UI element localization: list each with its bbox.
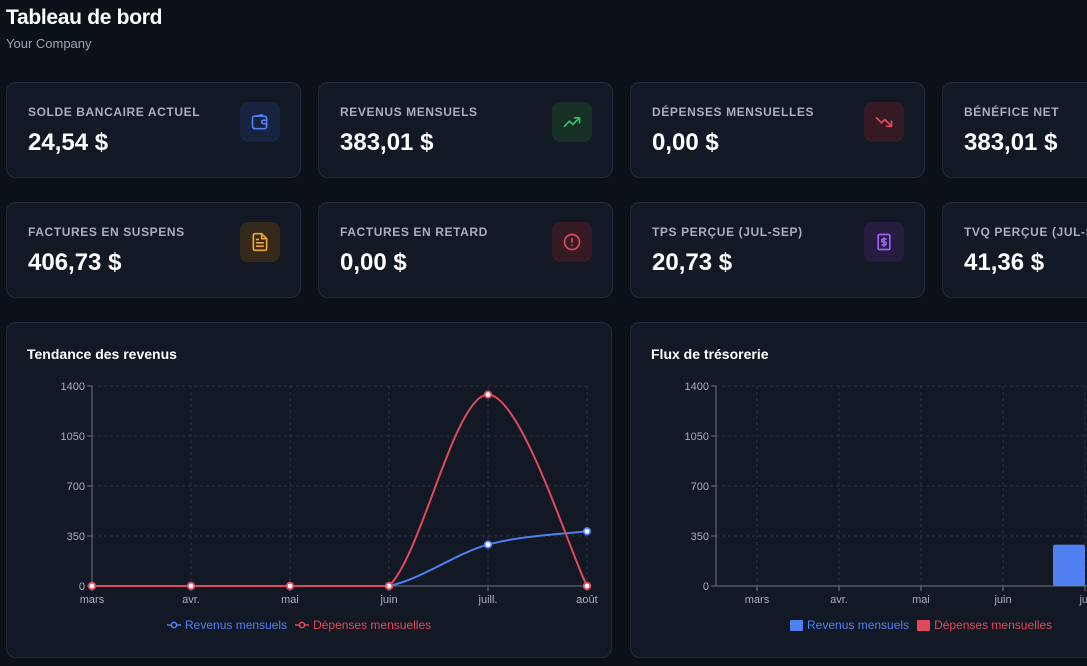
x-tick-label: jui [1078, 594, 1087, 606]
legend-item-revenue[interactable]: Revenus mensuels [167, 618, 287, 632]
x-tick-label: août [576, 594, 597, 606]
card-value: 406,73 $ [28, 249, 122, 276]
legend-line-revenue-icon [167, 621, 181, 629]
y-tick-label: 0 [79, 581, 85, 593]
y-tick-label: 1050 [685, 431, 709, 443]
card-value: 383,01 $ [340, 129, 434, 156]
legend-item-expenses[interactable]: Dépenses mensuelles [295, 618, 431, 632]
y-tick-label: 700 [691, 481, 709, 493]
data-point-1-4 [483, 390, 493, 399]
card-value: 383,01 $ [964, 129, 1058, 156]
card-label: BÉNÉFICE NET [964, 105, 1060, 119]
series-line-0 [92, 530, 588, 587]
x-tick-label: mai [281, 594, 299, 606]
y-tick-label: 1050 [61, 431, 85, 443]
file-text-icon [240, 222, 280, 262]
card-value: 0,00 $ [652, 129, 719, 156]
y-tick-label: 700 [67, 481, 85, 493]
legend-swatch-expenses [917, 619, 931, 631]
page-header: Tableau de bord Your Company [6, 6, 162, 51]
y-tick-label: 0 [703, 581, 709, 593]
data-point-1-1 [186, 581, 196, 591]
x-tick-label: mai [912, 594, 930, 606]
data-point-0-4 [483, 540, 493, 549]
card-net-profit[interactable]: BÉNÉFICE NET 383,01 $ [942, 82, 1087, 178]
card-label: DÉPENSES MENSUELLES [652, 105, 815, 119]
cash-flow-chart: 0 350 700 1050 1400 mars avr. mai juin jui [685, 381, 1087, 606]
x-tick-label: avr. [182, 594, 200, 606]
series-line-1 [92, 393, 588, 587]
y-tick-label: 350 [691, 531, 709, 543]
y-tick-label: 1400 [685, 381, 709, 393]
x-tick-label: juin [993, 594, 1011, 606]
card-gst-collected[interactable]: TPS PERÇUE (JUL-SEP) 20,73 $ [630, 202, 925, 298]
card-overdue-invoices[interactable]: FACTURES EN RETARD 0,00 $ [318, 202, 613, 298]
card-bank-balance[interactable]: SOLDE BANCAIRE ACTUEL 24,54 $ [6, 82, 301, 178]
card-monthly-expenses[interactable]: DÉPENSES MENSUELLES 0,00 $ [630, 82, 925, 178]
x-tick-label: juin [379, 594, 397, 606]
card-label: TVQ PERÇUE (JUL-S [964, 225, 1087, 239]
trending-down-icon [864, 102, 904, 142]
data-point-1-3 [384, 581, 394, 591]
x-tick-label: mars [745, 594, 770, 606]
x-tick-label: mars [80, 594, 105, 606]
company-name: Your Company [6, 36, 92, 51]
trending-up-icon [552, 102, 592, 142]
data-point-1-2 [285, 581, 295, 591]
data-point-0-5 [582, 527, 592, 536]
card-value: 24,54 $ [28, 129, 109, 156]
card-label: FACTURES EN RETARD [340, 225, 488, 239]
card-monthly-revenue[interactable]: REVENUS MENSUELS 383,01 $ [318, 82, 613, 178]
data-point-1-5 [582, 581, 592, 591]
card-label: REVENUS MENSUELS [340, 105, 478, 119]
x-tick-label: avr. [830, 594, 848, 606]
cash-flow-panel: Flux de trésorerie 0 350 700 1050 1400 mars av… [630, 322, 1087, 658]
legend-item-revenue[interactable]: Revenus mensuels [790, 618, 909, 632]
page-title: Tableau de bord [6, 6, 163, 29]
legend-label: Dépenses mensuelles [934, 618, 1053, 632]
receipt-icon [864, 222, 904, 262]
card-value: 0,00 $ [340, 249, 407, 276]
legend-label: Dépenses mensuelles [313, 618, 432, 632]
x-tick-label: juill. [478, 594, 498, 606]
cash-flow-legend: Revenus mensuels Dépenses mensuelles [790, 618, 1052, 632]
legend-label: Revenus mensuels [185, 618, 288, 632]
revenue-trend-panel: Tendance des revenus 0 350 700 1050 1400 mars… [6, 322, 612, 658]
chart-title: Tendance des revenus [27, 346, 177, 362]
data-point-1-0 [87, 581, 97, 591]
revenue-trend-legend: Revenus mensuels Dépenses mensuelles [167, 618, 431, 632]
y-tick-label: 1400 [61, 381, 85, 393]
legend-swatch-revenue [790, 619, 803, 631]
card-label: FACTURES EN SUSPENS [28, 225, 185, 239]
wallet-icon [240, 102, 280, 142]
card-value: 20,73 $ [652, 249, 733, 276]
legend-line-expenses-icon [295, 621, 310, 629]
legend-item-expenses[interactable]: Dépenses mensuelles [917, 618, 1052, 632]
card-value: 41,36 $ [964, 249, 1045, 276]
card-label: TPS PERÇUE (JUL-SEP) [652, 225, 803, 239]
bar-0-4 [1053, 544, 1085, 586]
revenue-trend-chart: 0 350 700 1050 1400 mars avr. mai juin juill. août [61, 381, 598, 606]
chart-title: Flux de trésorerie [651, 346, 769, 362]
card-outstanding-invoices[interactable]: FACTURES EN SUSPENS 406,73 $ [6, 202, 301, 298]
legend-label: Revenus mensuels [807, 618, 910, 632]
card-label: SOLDE BANCAIRE ACTUEL [28, 105, 201, 119]
alert-circle-icon [552, 222, 592, 262]
y-tick-label: 350 [67, 531, 85, 543]
card-qst-collected[interactable]: TVQ PERÇUE (JUL-S 41,36 $ [942, 202, 1087, 298]
